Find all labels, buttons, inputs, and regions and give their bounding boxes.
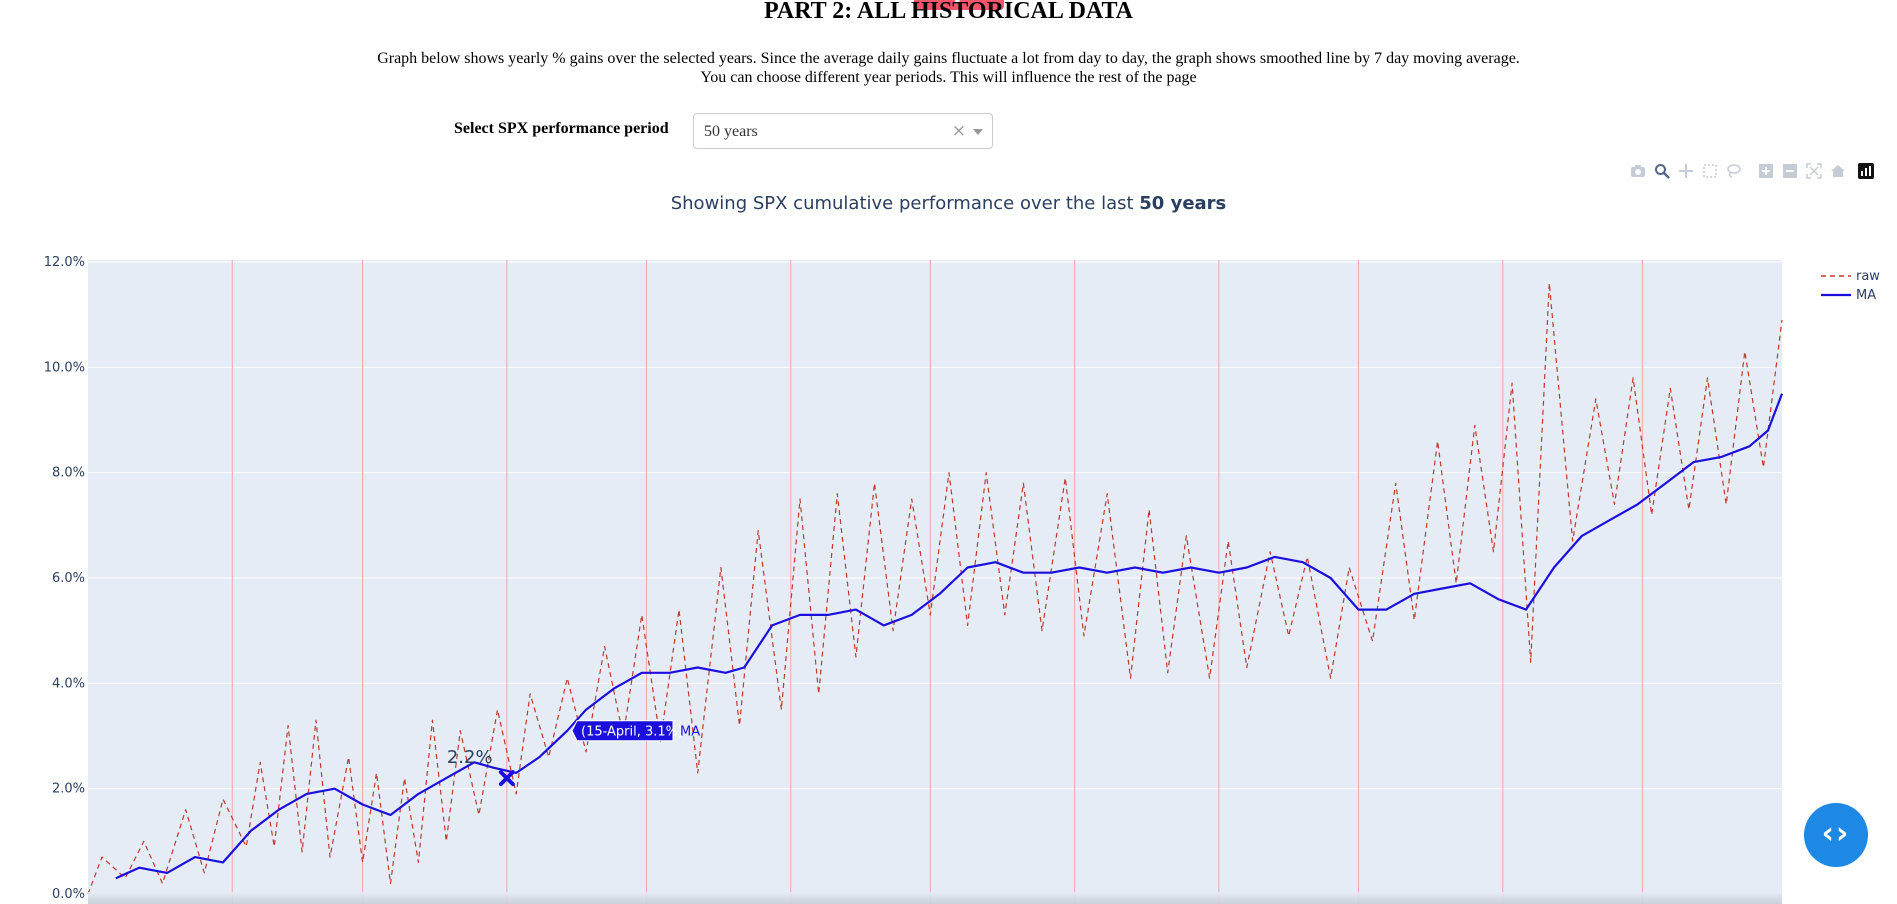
page-description: Graph below shows yearly % gains over th… xyxy=(0,49,1897,87)
y-tick-label: 2.0% xyxy=(52,782,85,797)
series-layer xyxy=(87,282,1784,895)
month-lines xyxy=(231,260,1643,904)
annotation-label: 2.2% xyxy=(447,747,493,768)
y-tick-label: 4.0% xyxy=(52,676,85,691)
legend-item-raw[interactable]: raw xyxy=(1821,269,1880,284)
legend: raw MA xyxy=(1821,269,1880,303)
overlay-layer: 2.2% (15-April, 3.1%)MA xyxy=(447,720,700,787)
chart-title: Showing SPX cumulative performance over … xyxy=(0,193,1897,214)
period-select-value: 50 years xyxy=(704,123,758,140)
plot-bottom-shade xyxy=(88,892,1782,904)
legend-item-ma[interactable]: MA xyxy=(1821,288,1876,303)
legend-label: raw xyxy=(1856,269,1880,284)
plot-background[interactable] xyxy=(88,260,1782,904)
pin-icon: ★ xyxy=(952,0,963,7)
performance-chart[interactable]: 0.0% 2.0% 4.0% 6.0% 8.0% 10.0% 12.0% 2.2% (15-A… xyxy=(0,230,1897,904)
y-tick-label: 12.0% xyxy=(44,255,85,270)
page-title: PART 2: ALL HISTORICAL DATA xyxy=(763,0,1134,24)
period-select[interactable]: 50 years × xyxy=(693,113,993,149)
lasso-icon[interactable] xyxy=(1726,163,1742,179)
chart-modebar xyxy=(1630,163,1882,179)
chart-title-period: 50 years xyxy=(1139,193,1227,214)
code-toggle-button[interactable]: ‹› xyxy=(1804,803,1868,867)
chart-title-prefix: Showing SPX cumulative performance over … xyxy=(670,193,1140,214)
clear-icon[interactable]: × xyxy=(951,121,966,141)
hover-label: (15-April, 3.1%) xyxy=(581,725,683,740)
box-select-icon[interactable] xyxy=(1702,163,1718,179)
zoom-out-icon[interactable] xyxy=(1782,163,1798,179)
annotation-marker xyxy=(498,770,515,787)
legend-label: MA xyxy=(1856,288,1876,303)
y-tick-label: 10.0% xyxy=(44,360,85,375)
series-ma-line xyxy=(115,393,1784,880)
y-axis-ticks: 0.0% 2.0% 4.0% 6.0% 8.0% 10.0% 12.0% xyxy=(44,255,85,902)
period-select-label: Select SPX performance period xyxy=(454,120,669,137)
description-line-2: You can choose different year periods. T… xyxy=(700,69,1197,86)
pan-icon[interactable] xyxy=(1678,163,1694,179)
hover-series-name: MA xyxy=(680,725,700,740)
series-raw-line xyxy=(87,282,1783,895)
x-marker-icon xyxy=(498,770,515,787)
zoom-in-icon[interactable] xyxy=(1758,163,1774,179)
grid-lines xyxy=(88,261,1782,895)
top-badge[interactable]: ★ xyxy=(914,0,1004,10)
y-tick-label: 6.0% xyxy=(52,571,85,586)
hover-tooltip: (15-April, 3.1%)MA xyxy=(571,720,700,742)
plotly-logo-icon[interactable] xyxy=(1858,163,1874,179)
zoom-icon[interactable] xyxy=(1654,163,1670,179)
reset-axes-icon[interactable] xyxy=(1830,163,1846,179)
hover-box xyxy=(571,720,674,742)
y-tick-label: 8.0% xyxy=(52,466,85,481)
chevron-down-icon[interactable] xyxy=(973,129,983,135)
autoscale-icon[interactable] xyxy=(1806,163,1822,179)
description-line-1: Graph below shows yearly % gains over th… xyxy=(377,50,1520,67)
code-icon: ‹› xyxy=(1821,816,1851,851)
camera-icon[interactable] xyxy=(1630,163,1646,179)
y-tick-label: 0.0% xyxy=(52,887,85,902)
